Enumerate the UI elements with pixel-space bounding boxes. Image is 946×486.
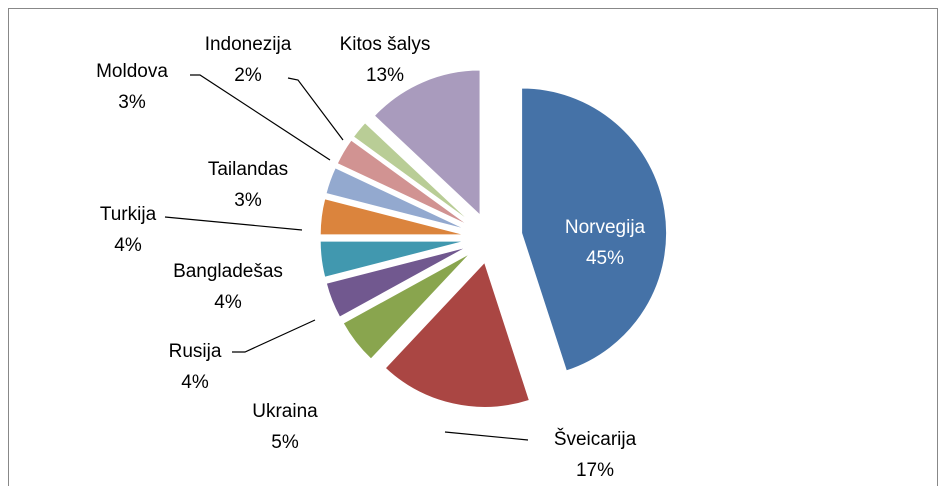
pie-slice [384,261,530,408]
pie-slice [373,69,481,217]
slice-label: Bangladešas [173,261,283,282]
pie-slice [325,167,467,231]
slice-value-label: 3% [118,92,146,113]
slice-label: Turkija [100,204,157,225]
slice-value-label: 3% [234,190,262,211]
slice-label: Šveicarija [554,428,637,450]
slice-label: Rusija [169,341,222,362]
pie-slice [319,240,466,278]
slice-value-label: 4% [181,372,209,393]
leader-line [444,431,529,441]
slice-label: Moldova [96,61,168,82]
slice-label: Ukraina [252,401,318,422]
leader-line [287,77,344,141]
pie-slice [521,87,668,372]
slice-label: Kitos šalys [340,34,431,55]
slice-label: Tailandas [208,159,288,180]
slice-value-label: 17% [576,460,614,481]
pie-slice [336,139,469,226]
slice-value-label: 4% [214,292,242,313]
slice-value-label: 5% [271,432,299,453]
slice-value-label: 4% [114,235,142,256]
pie-slice [352,122,472,223]
slice-value-label: 2% [234,65,262,86]
leader-line [232,319,316,353]
pie-slice [325,246,467,318]
slice-label: Norvegija [565,217,646,238]
leader-line [190,74,331,161]
pie-slice [342,252,471,360]
leader-line [164,216,303,231]
slice-label: Indonezija [205,34,292,55]
slice-value-label: 45% [586,248,624,269]
slice-value-label: 13% [366,65,404,86]
pie-slice [319,198,466,236]
